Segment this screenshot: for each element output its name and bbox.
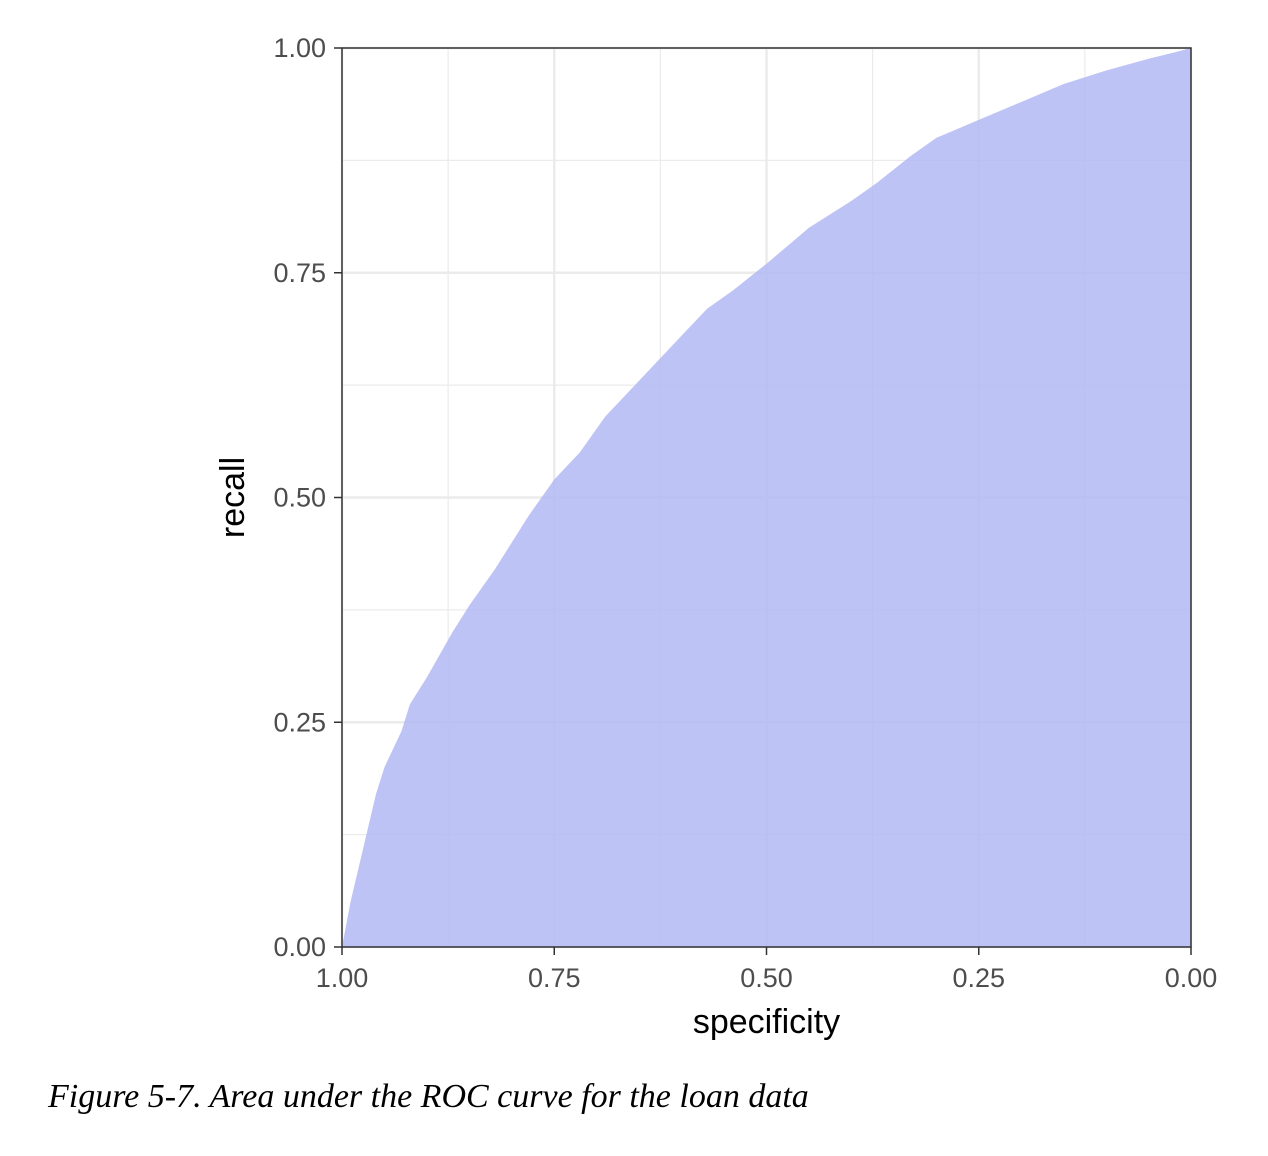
x-axis-ticks: 1.00 0.75 0.50 0.25 0.00 xyxy=(316,947,1218,993)
y-axis-title: recall xyxy=(214,457,252,538)
x-tick-label: 0.00 xyxy=(1165,963,1218,993)
y-tick-label: 0.00 xyxy=(273,932,326,962)
y-tick-label: 0.75 xyxy=(273,258,326,288)
figure-caption: Figure 5-7. Area under the ROC curve for… xyxy=(48,1078,809,1115)
y-tick-label: 0.50 xyxy=(273,483,326,513)
x-tick-label: 0.75 xyxy=(528,963,581,993)
x-tick-label: 0.50 xyxy=(740,963,793,993)
x-axis-title: specificity xyxy=(693,1003,840,1041)
y-tick-label: 0.25 xyxy=(273,707,326,737)
y-tick-label: 1.00 xyxy=(273,33,326,63)
x-tick-label: 0.25 xyxy=(952,963,1005,993)
y-axis-ticks: 0.00 0.25 0.50 0.75 1.00 xyxy=(273,33,342,962)
roc-area-fill xyxy=(342,48,1191,947)
roc-area-chart: 1.00 0.75 0.50 0.25 0.00 0.000.250.500.751.0… xyxy=(214,33,1218,1041)
x-tick-label: 1.00 xyxy=(316,963,369,993)
